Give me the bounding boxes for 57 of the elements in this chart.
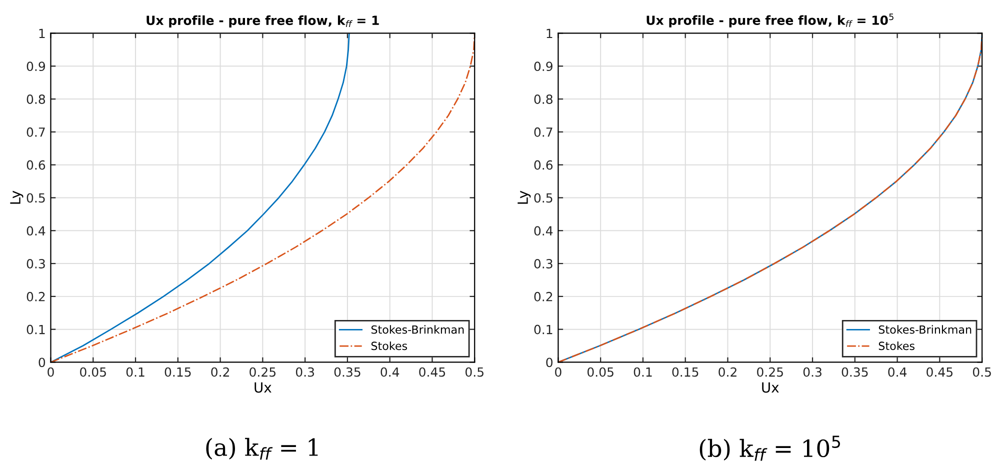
x-tick-label: 0.3 — [296, 367, 314, 377]
legend-label: Stokes — [878, 341, 914, 350]
y-tick-label: 1 — [39, 28, 45, 38]
x-tick-label: 0.4 — [380, 367, 400, 377]
y-tick-label: 0.2 — [534, 292, 552, 302]
legend-label: Stokes — [371, 341, 408, 350]
y-tick-label: 0.2 — [26, 292, 45, 302]
x-tick-label: 0.25 — [757, 367, 783, 377]
x-tick-label: 0.2 — [718, 367, 736, 377]
y-tick-label: 0.8 — [26, 94, 46, 104]
y-tick-label: 0.1 — [534, 324, 552, 334]
x-tick-label: 0.5 — [972, 367, 991, 377]
x-tick-label: 0 — [555, 367, 562, 377]
y-tick-label: 0.3 — [26, 259, 45, 268]
chart-title: Ux profile - pure free flow, k$_{ff}$ = 10$^{5}$ — [646, 14, 894, 28]
y-tick-label: 0.3 — [534, 259, 552, 268]
x-tick-label: 0.1 — [634, 367, 652, 377]
y-tick-label: 0.9 — [26, 62, 46, 72]
text: (b) k$_{ff}$ = 10$^{5}$ — [700, 436, 840, 461]
x-axis-title: Ux — [254, 382, 272, 393]
y-tick-label: 1 — [546, 28, 552, 38]
x-tick-label: 0.05 — [587, 367, 614, 377]
x-tick-label: 0.1 — [126, 367, 144, 377]
y-tick-label: 0.5 — [26, 193, 45, 203]
y-tick-label: 0.4 — [534, 226, 553, 236]
x-tick-label: 0.25 — [250, 367, 276, 377]
y-tick-label: 0.6 — [534, 160, 553, 170]
y-tick-label: 0.7 — [534, 127, 552, 137]
line-series — [558, 33, 982, 362]
legend-label: Stokes-Brinkman — [878, 325, 972, 334]
chart-title: Ux profile - pure free flow, k$_{ff}$ = 1 — [146, 15, 379, 28]
x-tick-label: 0.15 — [164, 367, 191, 377]
legend-label: Stokes-Brinkman — [371, 325, 464, 334]
x-tick-label: 0.35 — [842, 367, 868, 377]
y-axis-title: Ly — [518, 190, 531, 204]
y-tick-label: 0 — [38, 358, 46, 368]
x-tick-label: 0.05 — [80, 367, 106, 377]
x-tick-label: 0.35 — [334, 367, 360, 377]
y-tick-label: 0.9 — [534, 62, 552, 72]
x-axis-title: Ux — [762, 382, 779, 393]
x-tick-label: 0.3 — [803, 367, 822, 377]
x-tick-label: 0.4 — [888, 367, 907, 377]
y-tick-label: 0.8 — [534, 94, 552, 104]
y-axis-title: Ly — [10, 190, 24, 204]
x-tick-label: 0.45 — [419, 367, 446, 377]
y-tick-label: 0.1 — [26, 324, 45, 334]
y-tick-label: 0.5 — [534, 193, 552, 203]
y-tick-label: 0.4 — [26, 226, 46, 236]
y-tick-label: 0.6 — [26, 160, 46, 170]
x-tick-label: 0.45 — [926, 367, 953, 377]
y-tick-label: 0 — [546, 358, 553, 368]
x-tick-label: 0 — [48, 367, 54, 377]
y-tick-label: 0.7 — [26, 127, 45, 137]
x-tick-label: 0.15 — [672, 367, 698, 377]
x-tick-label: 0.2 — [211, 367, 229, 377]
text: (a) k$_{ff}$ = 1 — [206, 438, 318, 460]
x-tick-label: 0.5 — [466, 367, 484, 377]
